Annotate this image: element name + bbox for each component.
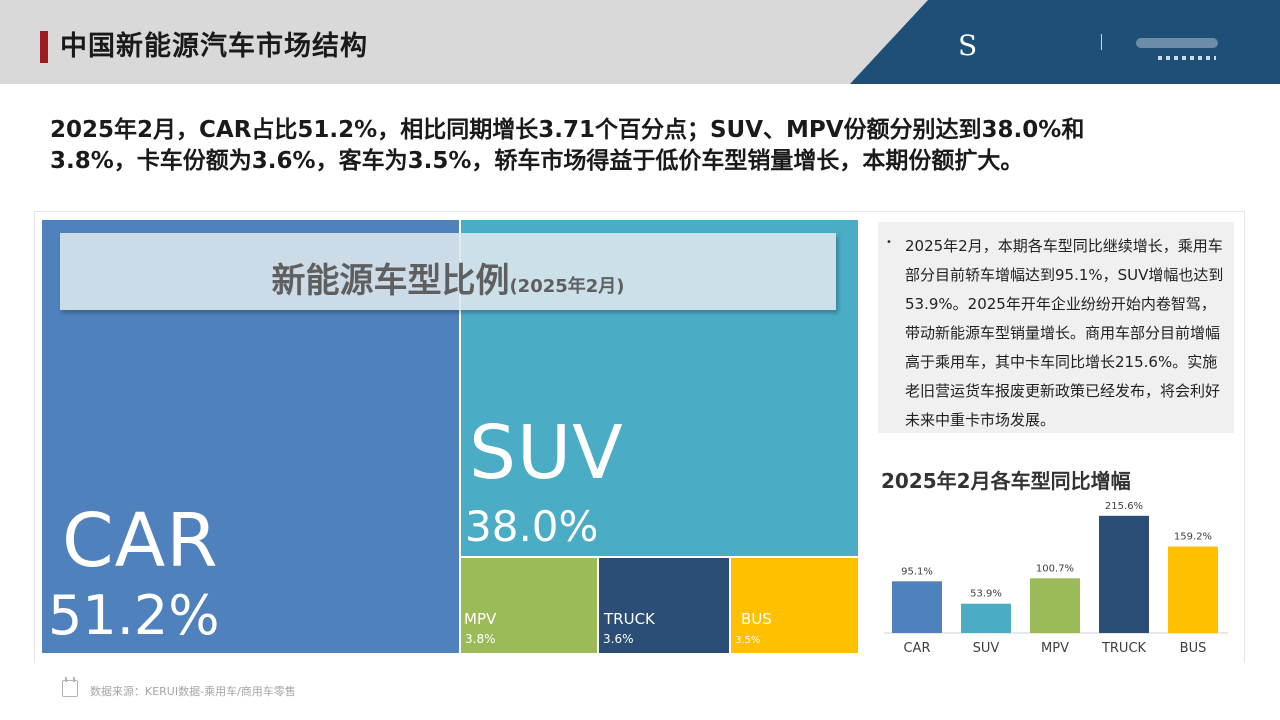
tile-label-car: CAR	[62, 498, 219, 584]
bar-category-label-bus: BUS	[1180, 641, 1207, 656]
bar-value-label-car: 95.1%	[901, 566, 933, 577]
treemap-title-box: 新能源车型比例(2025年2月)	[60, 233, 836, 310]
bar-chart: 95.1% CAR 53.9% SUV 100.7% MPV 215.6% TRUCK 159.…	[884, 501, 1228, 656]
notes-text: 2025年2月，本期各车型同比继续增长，乘用车部分目前轿车增幅达到95.1%，S…	[905, 237, 1224, 429]
bar-bus	[1168, 546, 1218, 633]
title-accent-bar	[40, 31, 48, 63]
treemap-tile-mpv: MPV 3.8%	[461, 558, 597, 653]
summary-line-1: 2025年2月，CAR占比51.2%，相比同期增长3.71个百分点；SUV、MP…	[50, 117, 1085, 143]
calendar-icon	[62, 677, 78, 697]
source-note: 数据来源：KERUI数据-乘用车/商用车零售	[90, 685, 296, 698]
brand-logo-text	[1136, 38, 1218, 48]
brand-logo-subtext	[1158, 56, 1216, 60]
tile-value-truck: 3.6%	[603, 632, 634, 646]
treemap-frame-right	[1244, 211, 1245, 663]
tile-label-truck: TRUCK	[604, 610, 655, 628]
summary-text: 2025年2月，CAR占比51.2%，相比同期增长3.71个百分点；SUV、MP…	[50, 115, 1240, 177]
treemap-title: 新能源车型比例(2025年2月)	[60, 253, 836, 302]
bar-suv	[961, 603, 1011, 633]
header-bar: 中国新能源汽车市场结构 S	[0, 0, 1280, 84]
brand-logo-icon: S	[958, 29, 978, 62]
tile-value-suv: 38.0%	[465, 502, 599, 551]
notes-box: • 2025年2月，本期各车型同比继续增长，乘用车部分目前轿车增幅达到95.1%…	[878, 222, 1234, 433]
logo-divider	[1101, 34, 1102, 50]
tile-label-suv: SUV	[469, 410, 624, 496]
bar-car	[892, 581, 942, 633]
summary-line-2: 3.8%，卡车份额为3.6%，客车为3.5%，轿车市场得益于低价车型销量增长，本…	[50, 148, 1024, 174]
bar-chart-title: 2025年2月各车型同比增幅	[881, 469, 1131, 493]
tile-value-bus: 3.5%	[735, 635, 761, 646]
bar-category-label-mpv: MPV	[1041, 641, 1069, 656]
tile-label-mpv: MPV	[464, 610, 497, 628]
bar-value-label-suv: 53.9%	[970, 589, 1002, 600]
bar-category-label-suv: SUV	[973, 641, 1000, 656]
treemap-tile-truck: TRUCK 3.6%	[599, 558, 729, 653]
tile-value-mpv: 3.8%	[465, 632, 496, 646]
bar-value-label-truck: 215.6%	[1105, 501, 1143, 512]
bar-value-label-bus: 159.2%	[1174, 531, 1212, 542]
tile-value-car: 51.2%	[48, 584, 220, 647]
bullet-icon: •	[886, 237, 892, 248]
treemap-title-sub: (2025年2月)	[509, 276, 625, 297]
bar-value-label-mpv: 100.7%	[1036, 563, 1074, 574]
bar-category-label-car: CAR	[903, 641, 930, 656]
tile-label-bus: BUS	[741, 610, 772, 628]
bar-category-label-truck: TRUCK	[1101, 641, 1147, 656]
treemap-frame-left	[34, 211, 35, 663]
treemap-frame-top	[34, 211, 1244, 212]
bar-mpv	[1030, 578, 1080, 633]
treemap-title-main: 新能源车型比例	[271, 261, 510, 301]
bar-truck	[1099, 515, 1149, 633]
page-title: 中国新能源汽车市场结构	[60, 31, 368, 62]
treemap-tile-bus: BUS 3.5%	[731, 558, 858, 653]
